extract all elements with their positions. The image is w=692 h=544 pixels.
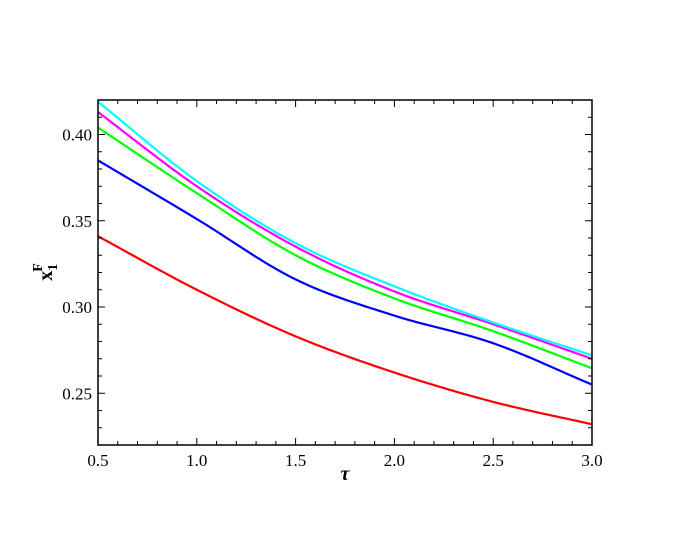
x-tick-label: 1.5	[285, 451, 306, 470]
series-line-4	[97, 111, 593, 360]
y-axis-title-subscript: 1	[46, 264, 61, 271]
svg-text:x1F: x1F	[31, 263, 61, 281]
series-line-5	[97, 100, 593, 357]
series-line-1	[97, 235, 593, 426]
x-tick-label: 2.0	[384, 451, 405, 470]
series-line-3	[97, 126, 593, 370]
plot-frame	[97, 99, 593, 446]
x-axis-title: τ	[341, 463, 351, 485]
y-axis-title: x1F	[31, 263, 61, 281]
y-tick-label: 0.25	[62, 384, 92, 403]
x-tick-label: 3.0	[581, 451, 602, 470]
x-tick-label: 2.5	[483, 451, 504, 470]
y-axis-title-base: x	[35, 271, 57, 281]
y-axis-title-superscript: F	[31, 263, 46, 272]
y-tick-label: 0.40	[62, 126, 92, 145]
y-tick-label: 0.35	[62, 212, 92, 231]
series-line-2	[97, 159, 593, 386]
y-tick-label: 0.30	[62, 298, 92, 317]
x-tick-label: 0.5	[87, 451, 108, 470]
x-tick-label: 1.0	[186, 451, 207, 470]
